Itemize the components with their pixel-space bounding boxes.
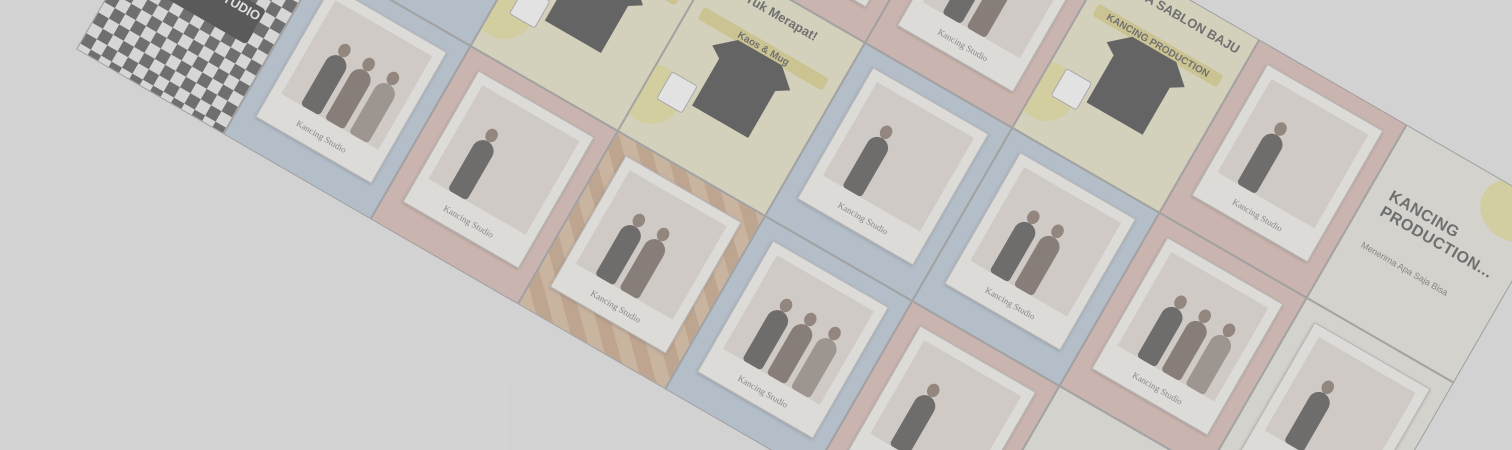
person-figure: [889, 391, 940, 450]
person-figure: [1236, 129, 1287, 195]
person-figure: [842, 132, 893, 198]
tshirt-mockup: [534, 0, 652, 59]
tshirt-mockup: [681, 30, 799, 144]
person-figure: [966, 0, 1017, 39]
tshirt-mockup: [1075, 27, 1193, 141]
person-figure: [1283, 387, 1334, 450]
studio-photo: [1264, 337, 1416, 450]
promo-title: SPESIAL PROMO: [1031, 444, 1167, 450]
studio-photo: [870, 340, 1022, 450]
person-figure: [447, 136, 498, 201]
